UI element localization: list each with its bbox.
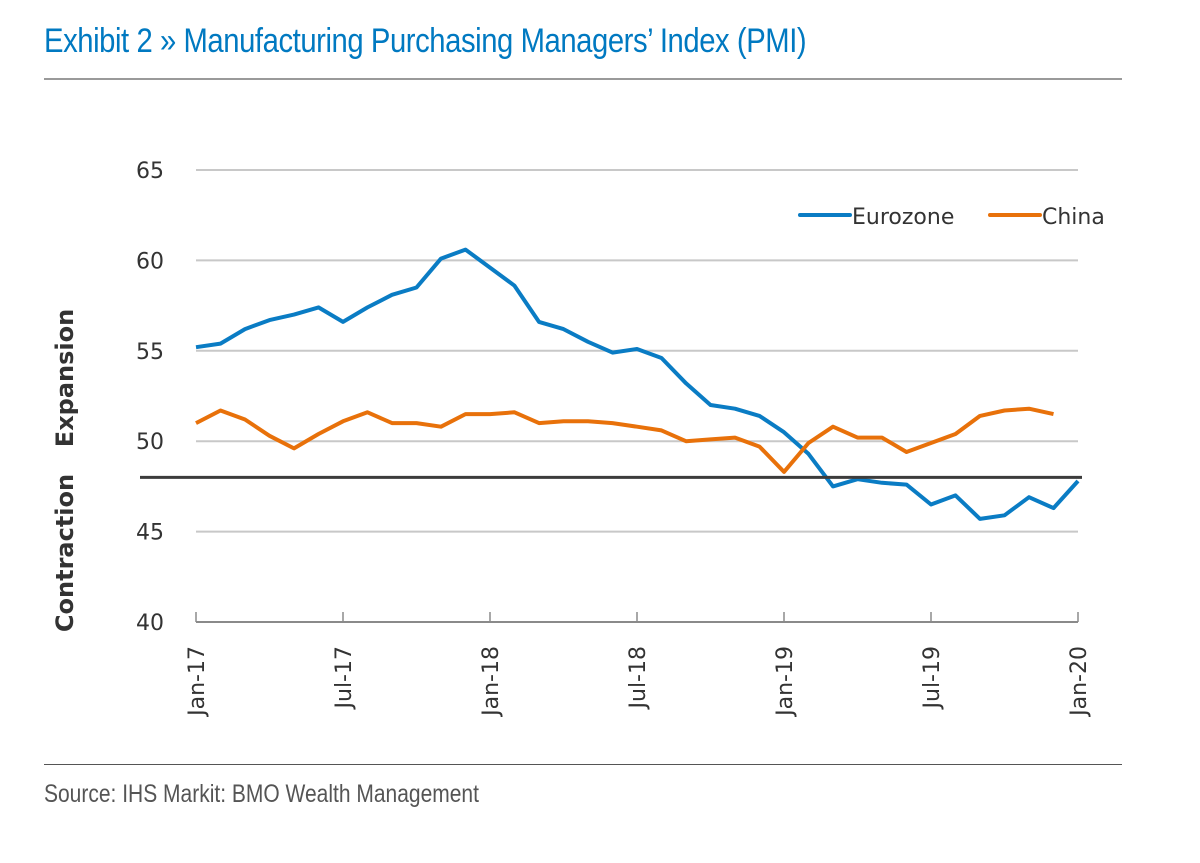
y-tick-label: 50	[136, 430, 164, 455]
expansion-label: Expansion	[51, 309, 79, 447]
side-labels: Expansion Contraction	[51, 309, 79, 632]
legend: Eurozone China	[798, 205, 1105, 230]
y-tick-label: 55	[136, 340, 164, 365]
x-tick-label: Jul-18	[626, 646, 651, 710]
page-title: Exhibit 2 » Manufacturing Purchasing Man…	[44, 22, 807, 60]
x-tick-label: Jan-19	[773, 646, 798, 718]
series-lines	[195, 247, 1080, 521]
series-line-china	[195, 406, 1054, 474]
legend-label-eurozone: Eurozone	[852, 205, 954, 230]
y-tick-label: 45	[136, 521, 164, 546]
footer-divider	[44, 764, 1122, 765]
x-tick-label: Jul-19	[920, 646, 945, 710]
legend-label-china: China	[1042, 205, 1105, 230]
x-tick-label: Jul-17	[332, 646, 357, 710]
x-tick-label: Jan-20	[1067, 646, 1092, 718]
series-line-eurozone	[195, 247, 1080, 521]
source-note: Source: IHS Markit: BMO Wealth Managemen…	[44, 780, 479, 808]
y-tick-label: 40	[136, 611, 164, 636]
title-divider	[44, 78, 1122, 80]
contraction-label: Contraction	[51, 474, 79, 632]
y-tick-label: 60	[136, 249, 164, 274]
x-axis: Jan-17 Jul-17 Jan-18 Jul-18 Jan-19 Jul-19 Jan-…	[185, 612, 1092, 718]
y-tick-label: 65	[136, 159, 164, 184]
x-tick-label: Jan-18	[479, 646, 504, 718]
x-tick-label: Jan-17	[185, 646, 210, 718]
y-axis-ticks: 40 45 50 55 60 65	[136, 159, 164, 636]
